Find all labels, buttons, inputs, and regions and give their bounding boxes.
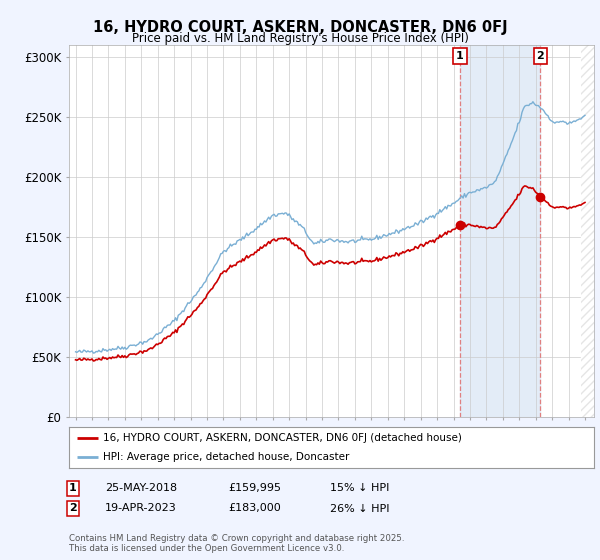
Text: £159,995: £159,995 — [228, 483, 281, 493]
Text: 2: 2 — [69, 503, 77, 514]
Bar — [581, 45, 594, 417]
Text: 1: 1 — [456, 51, 464, 61]
Text: 16, HYDRO COURT, ASKERN, DONCASTER, DN6 0FJ: 16, HYDRO COURT, ASKERN, DONCASTER, DN6 … — [92, 20, 508, 35]
Text: 26% ↓ HPI: 26% ↓ HPI — [330, 503, 389, 514]
Text: 25-MAY-2018: 25-MAY-2018 — [105, 483, 177, 493]
Text: 16, HYDRO COURT, ASKERN, DONCASTER, DN6 0FJ (detached house): 16, HYDRO COURT, ASKERN, DONCASTER, DN6 … — [103, 433, 462, 443]
Text: £183,000: £183,000 — [228, 503, 281, 514]
Text: HPI: Average price, detached house, Doncaster: HPI: Average price, detached house, Donc… — [103, 452, 349, 463]
Text: 1: 1 — [69, 483, 77, 493]
Bar — [460, 45, 541, 417]
Text: Price paid vs. HM Land Registry's House Price Index (HPI): Price paid vs. HM Land Registry's House … — [131, 32, 469, 45]
Text: 15% ↓ HPI: 15% ↓ HPI — [330, 483, 389, 493]
Bar — [581, 45, 594, 417]
Text: 2: 2 — [536, 51, 544, 61]
Text: 19-APR-2023: 19-APR-2023 — [105, 503, 177, 514]
Text: Contains HM Land Registry data © Crown copyright and database right 2025.
This d: Contains HM Land Registry data © Crown c… — [69, 534, 404, 553]
